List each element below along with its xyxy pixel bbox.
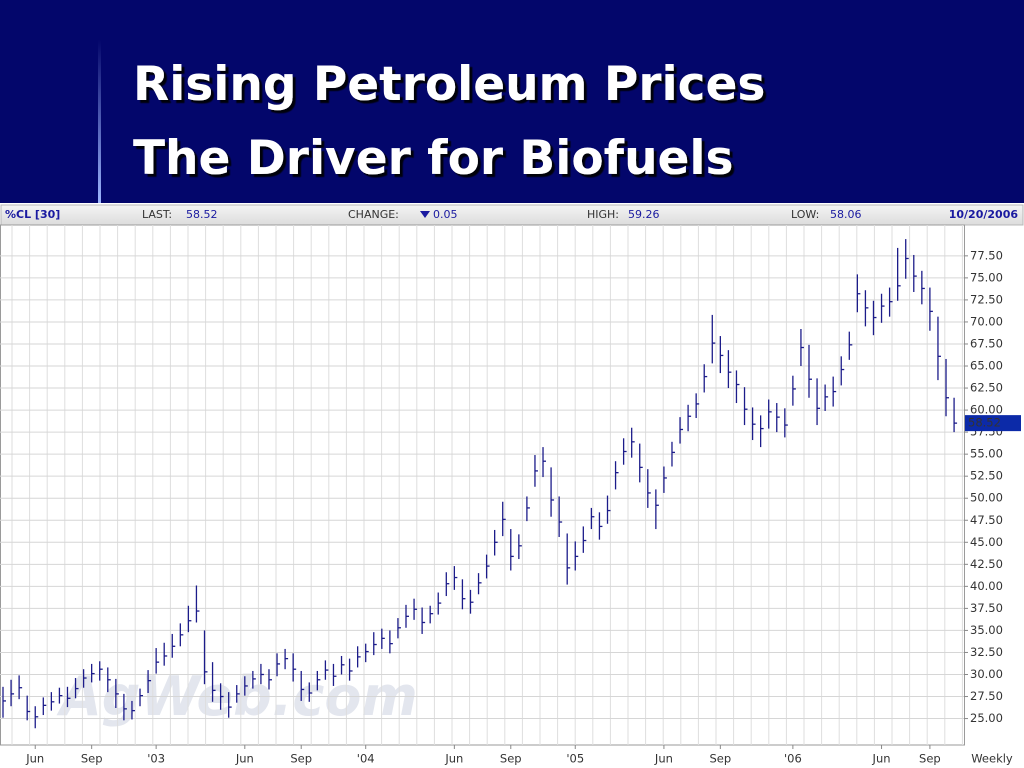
stat-label: HIGH: (587, 208, 619, 221)
x-tick-label: Jun (654, 752, 673, 766)
y-tick-label: 35.00 (970, 623, 1003, 637)
stat-value: 59.26 (628, 208, 660, 221)
plot-frame (0, 224, 965, 746)
y-tick-label: 62.50 (970, 381, 1003, 395)
y-tick-label: 60.00 (970, 403, 1003, 417)
y-tick-label: 67.50 (970, 336, 1003, 350)
y-tick-label: 77.50 (970, 248, 1003, 262)
symbol: %CL [30] (5, 208, 60, 221)
x-tick-label: '04 (357, 752, 375, 766)
accent-line (98, 40, 101, 205)
stat-value: 58.06 (830, 208, 862, 221)
date: 10/20/2006 (949, 208, 1019, 221)
x-tick-label: '03 (147, 752, 165, 766)
stat-label: LAST: (142, 208, 172, 221)
y-tick-label: 27.50 (970, 689, 1003, 703)
bars (2, 239, 958, 729)
y-tick-label: 40.00 (970, 579, 1003, 593)
x-tick-label: '06 (784, 752, 802, 766)
x-tick-label: Sep (709, 752, 731, 766)
last-price-tag (965, 415, 1021, 432)
y-tick-label: 55.00 (970, 447, 1003, 461)
y-tick-label: 30.00 (970, 667, 1003, 681)
y-tick-label: 50.00 (970, 491, 1003, 505)
x-tick-label: Jun (235, 752, 254, 766)
x-tick-label: Sep (290, 752, 312, 766)
frequency-label: Weekly (971, 752, 1013, 766)
slide-title: The Driver for Biofuels (133, 131, 734, 186)
x-tick-label: Sep (919, 752, 941, 766)
change-arrow (420, 211, 430, 218)
y-tick-label: 32.50 (970, 645, 1003, 659)
y-tick-label: 25.00 (970, 711, 1003, 725)
y-tick-label: 75.00 (970, 270, 1003, 284)
slide-title: Rising Petroleum Prices (133, 57, 765, 112)
y-tick-label: 65.00 (970, 359, 1003, 373)
grid (0, 225, 964, 745)
stat-label: LOW: (791, 208, 819, 221)
x-tick-label: '05 (566, 752, 584, 766)
x-tick-label: Jun (25, 752, 44, 766)
stat-value: 0.05 (433, 208, 458, 221)
y-tick-label: 52.50 (970, 469, 1003, 483)
y-tick-label: 37.50 (970, 601, 1003, 615)
x-tick-label: Jun (872, 752, 891, 766)
y-tick-label: 42.50 (970, 557, 1003, 571)
y-tick-label: 70.00 (970, 314, 1003, 328)
y-tick-label: 45.00 (970, 535, 1003, 549)
y-tick-label: 47.50 (970, 513, 1003, 527)
y-tick-label: 72.50 (970, 292, 1003, 306)
x-tick-label: Sep (81, 752, 103, 766)
last-price-label: 58.52 (968, 416, 1001, 430)
x-tick-label: Jun (444, 752, 463, 766)
stat-value: 58.52 (186, 208, 218, 221)
x-tick-label: Sep (500, 752, 522, 766)
stat-label: CHANGE: (348, 208, 399, 221)
